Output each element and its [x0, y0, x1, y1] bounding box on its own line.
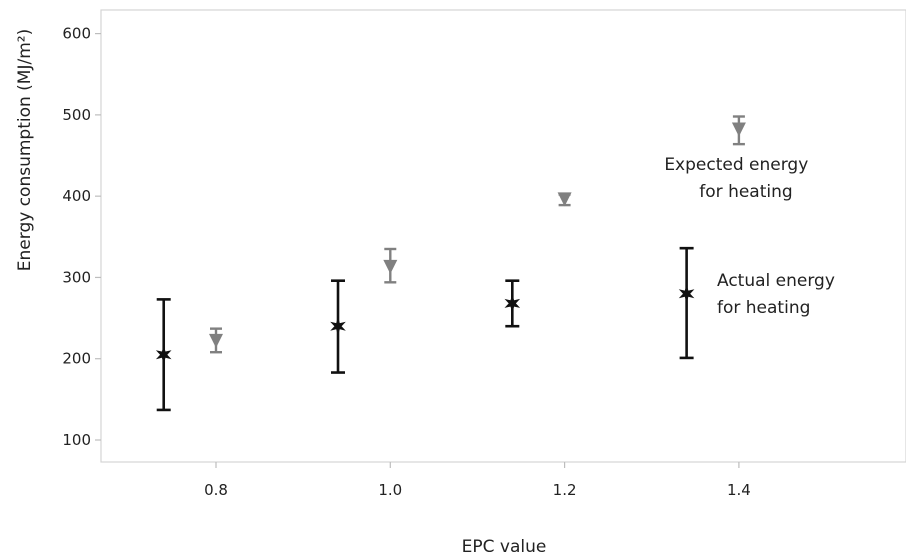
- actual-energy-point: [678, 284, 695, 303]
- actual-energy-point: [504, 294, 521, 313]
- expected-energy-point: [731, 122, 746, 137]
- expected-energy-point: [557, 192, 572, 207]
- plot-border: [100, 9, 906, 463]
- x-tick-label: 1.4: [727, 481, 751, 499]
- data-marks: [155, 115, 746, 412]
- actual-energy-point: [155, 345, 172, 364]
- y-tick-label: 100: [62, 431, 91, 449]
- annotation-expected-line-1: Expected energy: [664, 155, 808, 175]
- y-tick-label: 600: [62, 25, 91, 43]
- y-axis-label: Energy consumption (MJ/m²): [15, 29, 35, 271]
- x-axis: 0.8 1.0 1.2 1.4: [204, 462, 751, 499]
- annotation-actual: Actual energy for heating: [717, 271, 840, 318]
- y-tick-label: 300: [62, 268, 91, 286]
- x-tick-label: 1.2: [553, 481, 577, 499]
- annotation-expected: Expected energy for heating: [664, 155, 813, 202]
- actual-energy-point: [330, 317, 346, 336]
- y-axis: 100 200 300 400 500 600: [62, 25, 101, 449]
- annotation-actual-line-2: for heating: [717, 298, 810, 318]
- y-tick-label: 500: [62, 106, 91, 124]
- annotation-expected-line-2: for heating: [699, 182, 792, 202]
- y-tick-label: 400: [62, 187, 91, 205]
- y-tick-label: 200: [62, 350, 91, 368]
- x-tick-label: 0.8: [204, 481, 228, 499]
- plot-frame: [100, 9, 906, 463]
- expected-energy-point: [209, 333, 223, 348]
- x-axis-label: EPC value: [462, 537, 547, 557]
- annotation-actual-line-1: Actual energy: [717, 271, 835, 291]
- expected-energy-point: [383, 259, 398, 274]
- x-tick-label: 1.0: [378, 481, 402, 499]
